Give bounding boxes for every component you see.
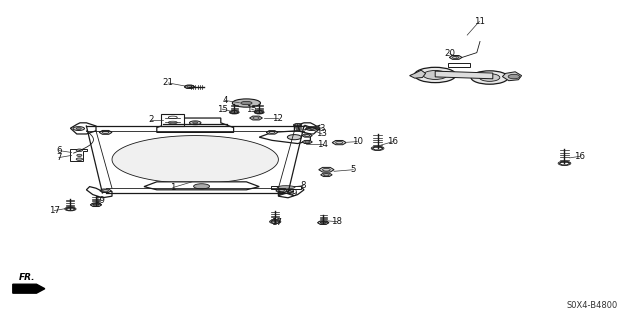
Polygon shape xyxy=(13,284,45,293)
Ellipse shape xyxy=(193,122,198,124)
Ellipse shape xyxy=(76,128,81,130)
Polygon shape xyxy=(250,116,262,120)
Text: FR.: FR. xyxy=(19,273,35,282)
Ellipse shape xyxy=(232,99,260,107)
Polygon shape xyxy=(276,189,287,192)
Ellipse shape xyxy=(306,127,317,130)
Text: S0X4-B4800: S0X4-B4800 xyxy=(566,301,618,310)
Polygon shape xyxy=(321,173,332,176)
Text: 16: 16 xyxy=(387,137,399,146)
Polygon shape xyxy=(372,147,383,150)
Text: 13: 13 xyxy=(316,130,328,138)
Ellipse shape xyxy=(193,184,210,189)
Polygon shape xyxy=(255,111,263,114)
Text: 2: 2 xyxy=(148,115,154,124)
FancyBboxPatch shape xyxy=(161,114,184,126)
Polygon shape xyxy=(317,221,329,224)
Polygon shape xyxy=(100,189,111,192)
Ellipse shape xyxy=(415,67,456,83)
Ellipse shape xyxy=(471,71,508,84)
Polygon shape xyxy=(559,162,570,165)
Text: 8: 8 xyxy=(301,181,306,190)
Ellipse shape xyxy=(479,74,500,81)
Ellipse shape xyxy=(287,135,301,140)
Polygon shape xyxy=(294,123,320,134)
Text: 14: 14 xyxy=(317,140,328,149)
Polygon shape xyxy=(186,85,193,88)
Polygon shape xyxy=(112,136,278,183)
Polygon shape xyxy=(271,186,301,189)
Polygon shape xyxy=(302,134,312,137)
Text: 5: 5 xyxy=(351,165,356,174)
Text: 9: 9 xyxy=(292,189,297,198)
Polygon shape xyxy=(70,123,96,134)
Polygon shape xyxy=(92,204,100,206)
Polygon shape xyxy=(319,167,334,172)
Polygon shape xyxy=(66,208,75,210)
Polygon shape xyxy=(305,125,320,130)
Text: 7: 7 xyxy=(56,153,61,162)
Polygon shape xyxy=(278,187,304,198)
Text: 12: 12 xyxy=(272,114,284,123)
Polygon shape xyxy=(502,72,522,81)
Polygon shape xyxy=(230,111,238,114)
Text: 1: 1 xyxy=(170,183,175,192)
Polygon shape xyxy=(319,221,327,224)
Text: 18: 18 xyxy=(331,217,342,226)
Polygon shape xyxy=(294,124,301,126)
Polygon shape xyxy=(157,118,234,132)
Ellipse shape xyxy=(508,74,520,79)
Polygon shape xyxy=(302,140,312,144)
Ellipse shape xyxy=(76,158,83,160)
Text: 17: 17 xyxy=(49,206,60,215)
Polygon shape xyxy=(184,85,195,88)
Text: 6: 6 xyxy=(56,146,61,155)
Ellipse shape xyxy=(189,121,201,125)
Text: 20: 20 xyxy=(444,49,456,58)
Ellipse shape xyxy=(277,186,295,189)
Polygon shape xyxy=(90,203,102,206)
Polygon shape xyxy=(266,131,278,134)
Ellipse shape xyxy=(309,128,314,130)
Ellipse shape xyxy=(77,154,82,157)
Text: 3: 3 xyxy=(319,124,324,133)
Polygon shape xyxy=(86,187,112,198)
Polygon shape xyxy=(449,56,462,59)
Ellipse shape xyxy=(76,149,83,152)
Polygon shape xyxy=(271,220,280,223)
Text: 16: 16 xyxy=(574,152,586,161)
Text: 19: 19 xyxy=(94,197,104,205)
Polygon shape xyxy=(278,191,294,196)
Text: 17: 17 xyxy=(271,218,282,227)
Polygon shape xyxy=(99,130,112,134)
Text: 11: 11 xyxy=(474,17,485,26)
Polygon shape xyxy=(332,140,346,145)
Ellipse shape xyxy=(73,127,84,130)
Ellipse shape xyxy=(241,101,252,105)
Text: 10: 10 xyxy=(351,137,363,146)
Polygon shape xyxy=(448,63,470,67)
Text: 15: 15 xyxy=(246,105,257,114)
Polygon shape xyxy=(259,131,310,144)
Text: 21: 21 xyxy=(163,78,174,87)
Ellipse shape xyxy=(423,70,447,79)
Polygon shape xyxy=(435,71,493,79)
Text: 15: 15 xyxy=(216,105,228,114)
Text: 4: 4 xyxy=(223,96,228,105)
Polygon shape xyxy=(144,182,259,190)
Polygon shape xyxy=(70,149,87,161)
Polygon shape xyxy=(410,70,426,78)
